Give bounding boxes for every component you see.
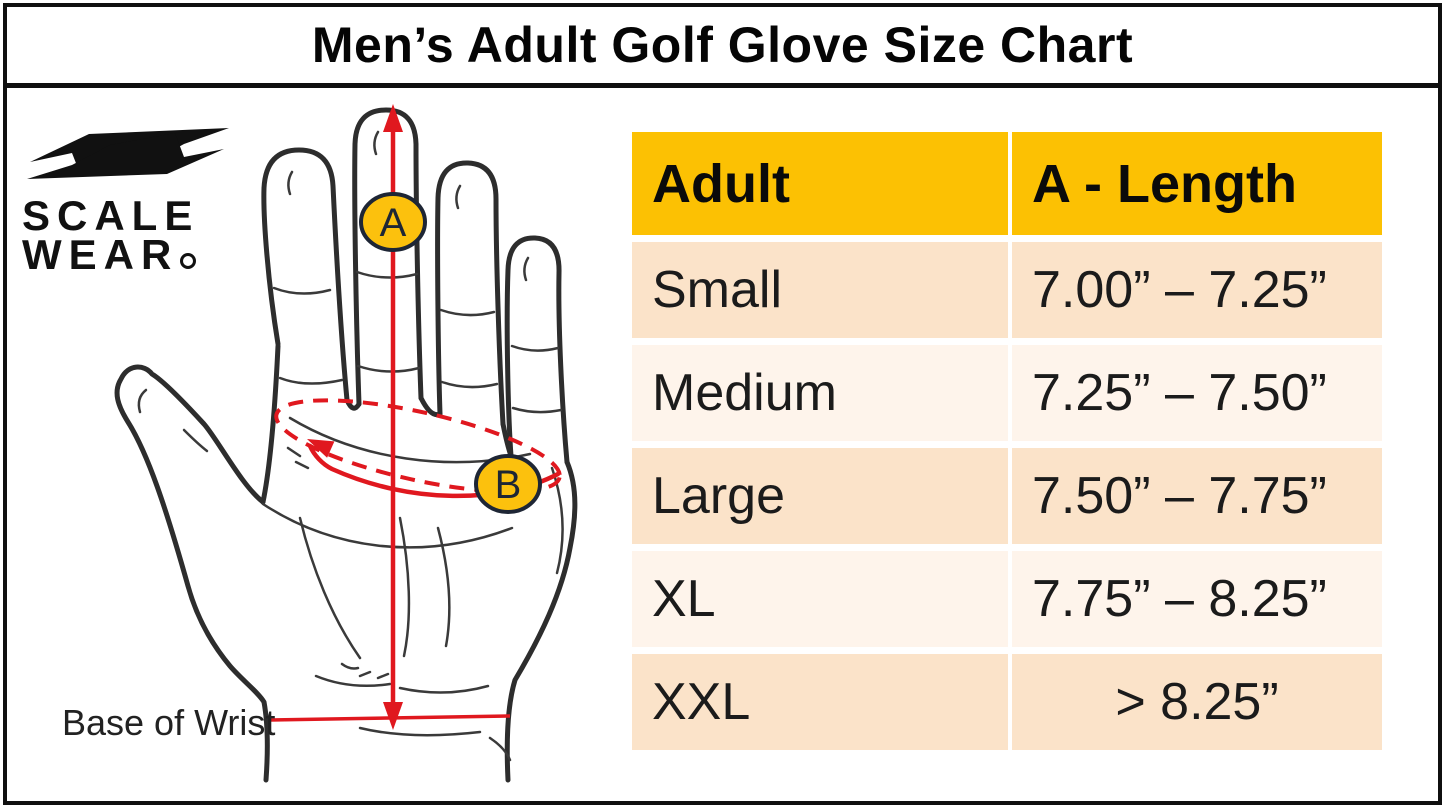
marker-a-label: A [380,201,407,245]
outer-frame [3,3,1442,805]
brand-name-line2: WEAR [22,231,197,279]
size-cell-large: Large [632,448,1008,544]
hand-measurement-diagram: A B [114,104,578,783]
brand-name-line1: SCALE [22,192,200,239]
base-of-wrist-label: Base of Wrist [62,702,276,743]
length-cell-small: 7.00” – 7.25” [1012,242,1382,338]
hand-crease-lines [137,130,564,762]
length-cell-large: 7.50” – 7.75” [1012,448,1382,544]
title-divider-line [3,83,1442,88]
size-table-header-adult: Adult [632,132,1008,235]
size-table: Adult A - Length Small 7.00” – 7.25” Med… [632,132,1382,750]
brand-name-line2-text: WEAR [22,231,179,278]
length-cell-xl: 7.75” – 8.25” [1012,551,1382,647]
size-cell-small: Small [632,242,1008,338]
marker-b: B [474,454,542,514]
wrist-baseline [269,714,511,722]
scalewear-s-icon [27,128,229,179]
size-table-header-length: A - Length [1012,132,1382,235]
title-bar: Men’s Adult Golf Glove Size Chart [0,8,1445,82]
length-cell-xxl: > 8.25” [1012,654,1382,750]
size-cell-xxl: XXL [632,654,1008,750]
marker-b-label: B [495,463,522,507]
marker-a: A [359,192,427,252]
logo-period-ring [180,253,197,269]
length-cell-medium: 7.25” – 7.50” [1012,345,1382,441]
size-cell-medium: Medium [632,345,1008,441]
page-title: Men’s Adult Golf Glove Size Chart [311,17,1134,73]
size-cell-xl: XL [632,551,1008,647]
